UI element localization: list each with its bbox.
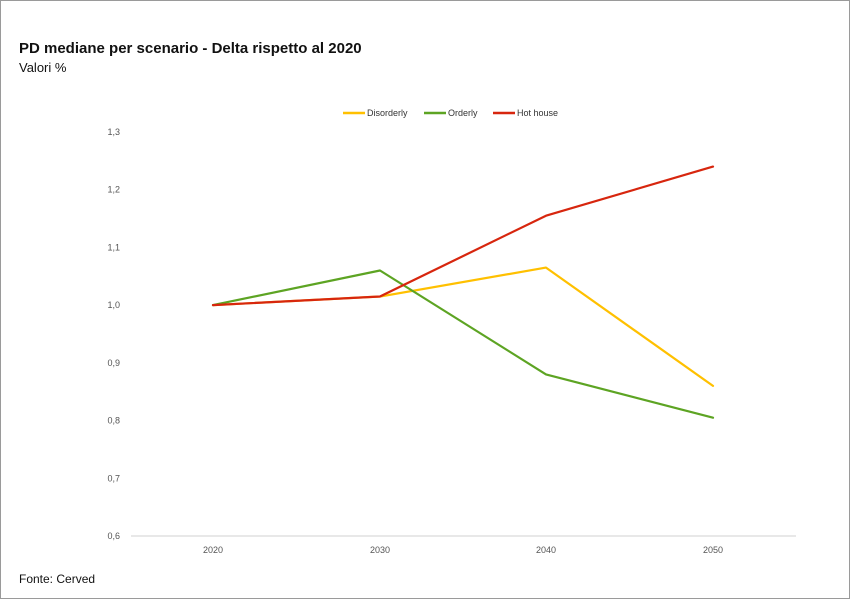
series-line-disorderly [211, 266, 715, 387]
chart-subtitle: Valori % [19, 60, 67, 75]
source-note: Fonte: Cerved [19, 572, 96, 586]
series-line-orderly [211, 269, 715, 419]
chart-title: PD mediane per scenario - Delta rispetto… [19, 40, 362, 57]
y-tick-label: 1,2 [107, 185, 120, 195]
y-tick-label: 1,3 [107, 127, 120, 137]
x-tick-label: 2030 [370, 545, 390, 555]
x-tick-label: 2050 [703, 545, 723, 555]
y-tick-label: 1,0 [107, 300, 120, 310]
y-axis-ticks: 0,6 0,7 0,8 0,9 1,0 1,1 1,2 1,3 [107, 127, 120, 541]
series-group [211, 165, 715, 419]
legend: Disorderly Orderly Hot house [343, 108, 558, 118]
y-tick-label: 0,9 [107, 358, 120, 368]
legend-label: Hot house [517, 108, 558, 118]
y-tick-label: 0,8 [107, 416, 120, 426]
y-tick-label: 0,7 [107, 473, 120, 483]
legend-label: Orderly [448, 108, 478, 118]
x-tick-label: 2040 [536, 545, 556, 555]
x-axis-ticks: 2020 2030 2040 2050 [203, 545, 723, 555]
series-line-hot-house [211, 165, 715, 307]
y-tick-label: 1,1 [107, 242, 120, 252]
legend-label: Disorderly [367, 108, 408, 118]
y-tick-label: 0,6 [107, 531, 120, 541]
x-tick-label: 2020 [203, 545, 223, 555]
